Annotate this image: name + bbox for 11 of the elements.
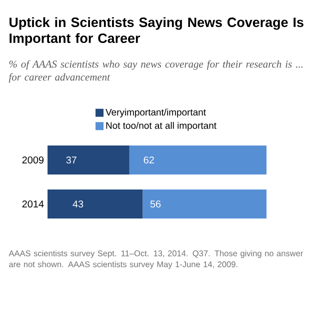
chart-subtitle: % of AAAS scientists who say news coverage for their research is ... for career advancement — [9, 60, 303, 83]
text: AAAS scientists survey Sept. 11–Oct. 13, 2014. Q37. Those giving no answer are not shown. AAAS scientists survey May 1-June 14, 2009. — [8, 250, 304, 269]
legend-label: Veryimportant/important — [106, 108, 206, 118]
data-label: 37 — [66, 156, 77, 164]
chart-title: Uptick in Scientists Saying News Coverage Is Important for Career — [10, 17, 304, 46]
data-label: 56 — [150, 200, 161, 208]
data-label: 62 — [144, 156, 154, 164]
y-tick-label: 2009 — [22, 156, 44, 164]
legend-label: Not too/not at all important — [106, 122, 217, 131]
data-label: 43 — [72, 200, 84, 208]
y-tick-label: 2014 — [22, 200, 44, 208]
